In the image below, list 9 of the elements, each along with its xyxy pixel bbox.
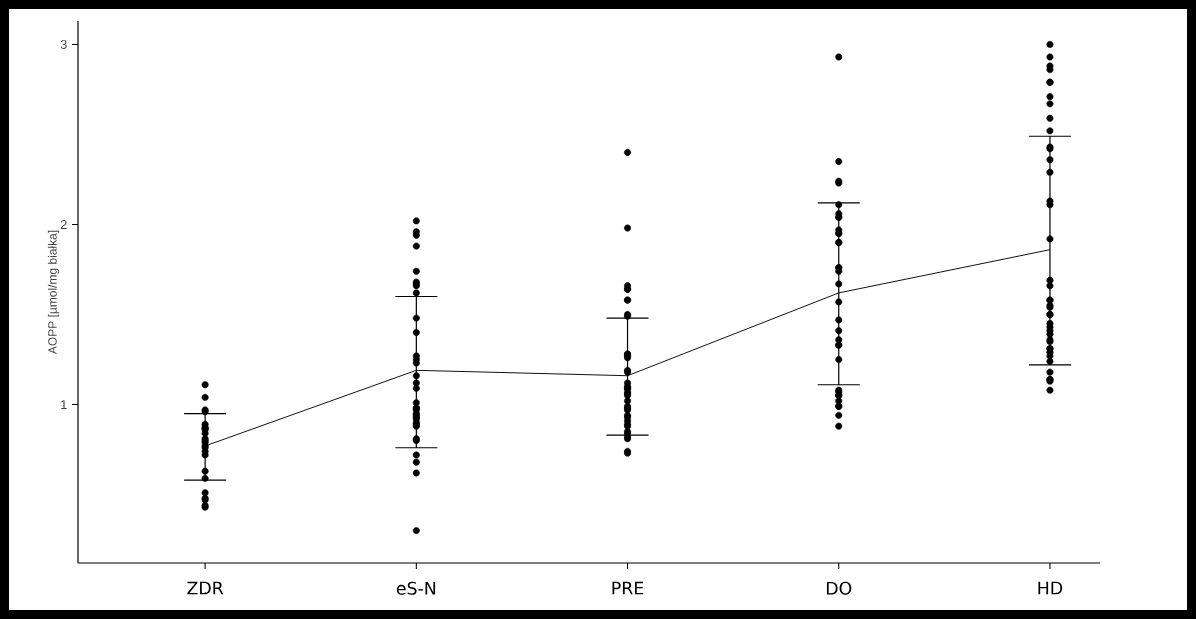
x-tick-label: eS-N: [396, 581, 436, 595]
x-tick-label: PRE: [612, 581, 644, 595]
x-tick-label: ZDR: [187, 581, 224, 595]
y-axis-title: AOPP [µmol/mg białka]: [47, 230, 60, 355]
x-tick-label: DO: [826, 581, 852, 595]
x-tick-label: HD: [1038, 581, 1063, 595]
y-tick-label: 1: [61, 400, 67, 409]
y-tick-label: 2: [60, 220, 67, 229]
y-tick-label: 3: [60, 39, 67, 49]
